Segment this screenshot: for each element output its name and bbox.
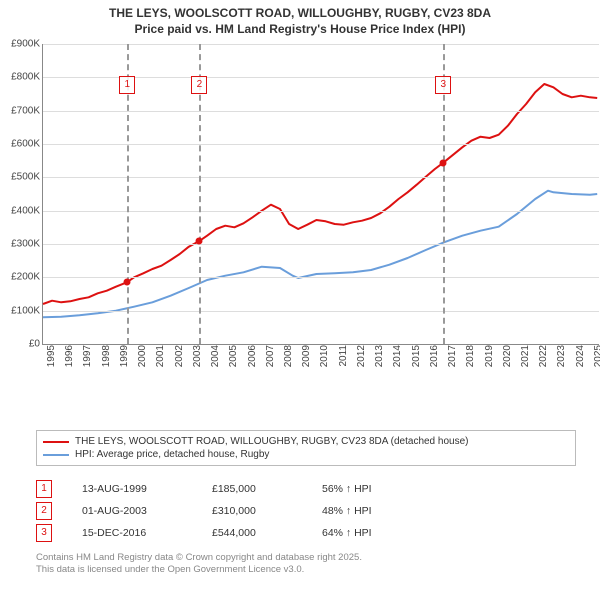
x-tick-label: 1997 bbox=[82, 345, 93, 379]
event-row: 3 15-DEC-2016 £544,000 64% ↑ HPI bbox=[36, 522, 576, 544]
event-price: £544,000 bbox=[212, 527, 292, 539]
x-tick-label: 2006 bbox=[247, 345, 258, 379]
x-tick-label: 1998 bbox=[101, 345, 112, 379]
legend-item: THE LEYS, WOOLSCOTT ROAD, WILLOUGHBY, RU… bbox=[43, 435, 569, 448]
x-tick-label: 2016 bbox=[429, 345, 440, 379]
event-marker-3: 3 bbox=[435, 76, 451, 94]
y-tick-label: £200K bbox=[2, 272, 40, 283]
x-tick-label: 1999 bbox=[119, 345, 130, 379]
legend-swatch bbox=[43, 441, 69, 443]
event-date: 01-AUG-2003 bbox=[82, 505, 182, 517]
event-dot-1 bbox=[124, 279, 131, 286]
x-tick-label: 2021 bbox=[520, 345, 531, 379]
credits-line1: Contains HM Land Registry data © Crown c… bbox=[36, 552, 576, 564]
legend-label: HPI: Average price, detached house, Rugb… bbox=[75, 449, 269, 460]
y-tick-label: £100K bbox=[2, 305, 40, 316]
x-tick-label: 2023 bbox=[556, 345, 567, 379]
x-tick-label: 2020 bbox=[502, 345, 513, 379]
y-tick-label: £900K bbox=[2, 39, 40, 50]
series-property bbox=[43, 84, 597, 304]
event-hpi: 64% ↑ HPI bbox=[322, 527, 422, 539]
x-tick-label: 1995 bbox=[46, 345, 57, 379]
credits: Contains HM Land Registry data © Crown c… bbox=[36, 552, 576, 577]
x-tick-label: 2009 bbox=[301, 345, 312, 379]
x-tick-label: 2008 bbox=[283, 345, 294, 379]
x-tick-label: 2010 bbox=[319, 345, 330, 379]
x-tick-label: 2004 bbox=[210, 345, 221, 379]
event-row-marker: 2 bbox=[36, 502, 52, 520]
event-dot-3 bbox=[440, 159, 447, 166]
event-row-marker: 3 bbox=[36, 524, 52, 542]
x-tick-label: 2003 bbox=[192, 345, 203, 379]
legend: THE LEYS, WOOLSCOTT ROAD, WILLOUGHBY, RU… bbox=[36, 430, 576, 466]
x-tick-label: 2018 bbox=[465, 345, 476, 379]
x-tick-label: 2019 bbox=[484, 345, 495, 379]
y-tick-label: £600K bbox=[2, 139, 40, 150]
y-tick-label: £0 bbox=[2, 339, 40, 350]
x-tick-label: 2000 bbox=[137, 345, 148, 379]
event-date: 13-AUG-1999 bbox=[82, 483, 182, 495]
x-tick-label: 2015 bbox=[411, 345, 422, 379]
title-line2: Price paid vs. HM Land Registry's House … bbox=[0, 22, 600, 38]
legend-swatch bbox=[43, 454, 69, 456]
x-tick-label: 2025 bbox=[593, 345, 600, 379]
y-tick-label: £500K bbox=[2, 172, 40, 183]
x-tick-label: 1996 bbox=[64, 345, 75, 379]
event-hpi: 48% ↑ HPI bbox=[322, 505, 422, 517]
y-tick-label: £700K bbox=[2, 105, 40, 116]
event-date: 15-DEC-2016 bbox=[82, 527, 182, 539]
event-row: 2 01-AUG-2003 £310,000 48% ↑ HPI bbox=[36, 500, 576, 522]
x-tick-label: 2007 bbox=[265, 345, 276, 379]
x-tick-label: 2012 bbox=[356, 345, 367, 379]
legend-label: THE LEYS, WOOLSCOTT ROAD, WILLOUGHBY, RU… bbox=[75, 436, 468, 447]
title-line1: THE LEYS, WOOLSCOTT ROAD, WILLOUGHBY, RU… bbox=[0, 6, 600, 22]
legend-item: HPI: Average price, detached house, Rugb… bbox=[43, 448, 569, 461]
plot-area: 1 2 3 bbox=[42, 44, 599, 345]
y-tick-label: £800K bbox=[2, 72, 40, 83]
event-price: £185,000 bbox=[212, 483, 292, 495]
x-tick-label: 2017 bbox=[447, 345, 458, 379]
credits-line2: This data is licensed under the Open Gov… bbox=[36, 564, 576, 576]
x-tick-label: 2022 bbox=[538, 345, 549, 379]
event-dot-2 bbox=[196, 237, 203, 244]
event-hpi: 56% ↑ HPI bbox=[322, 483, 422, 495]
x-tick-label: 2014 bbox=[392, 345, 403, 379]
event-row: 1 13-AUG-1999 £185,000 56% ↑ HPI bbox=[36, 478, 576, 500]
event-price: £310,000 bbox=[212, 505, 292, 517]
chart-title: THE LEYS, WOOLSCOTT ROAD, WILLOUGHBY, RU… bbox=[0, 0, 600, 37]
x-tick-label: 2013 bbox=[374, 345, 385, 379]
events-table: 1 13-AUG-1999 £185,000 56% ↑ HPI 2 01-AUG-200… bbox=[36, 478, 576, 544]
x-tick-label: 2002 bbox=[174, 345, 185, 379]
event-row-marker: 1 bbox=[36, 480, 52, 498]
y-tick-label: £300K bbox=[2, 239, 40, 250]
x-tick-label: 2001 bbox=[155, 345, 166, 379]
y-tick-label: £400K bbox=[2, 205, 40, 216]
chart-area: 1 2 3 £0 £100K £200K £300K £400K £500K £600K £700… bbox=[0, 44, 600, 414]
event-marker-2: 2 bbox=[191, 76, 207, 94]
event-marker-1: 1 bbox=[119, 76, 135, 94]
x-tick-label: 2024 bbox=[575, 345, 586, 379]
x-tick-label: 2011 bbox=[338, 345, 349, 379]
x-tick-label: 2005 bbox=[228, 345, 239, 379]
